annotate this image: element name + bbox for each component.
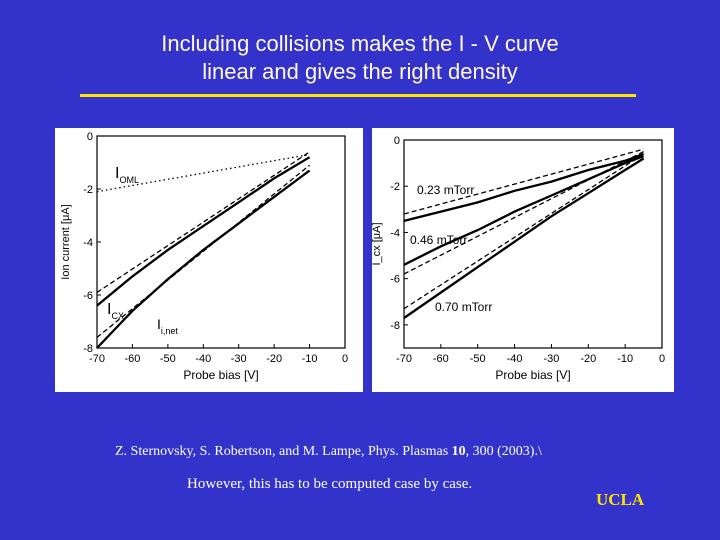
note-text: However, this has to be computed case by… <box>187 476 473 492</box>
x-tick-label: 0 <box>342 353 348 365</box>
x-tick-label: -40 <box>507 353 523 365</box>
y-tick-label: -4 <box>83 237 93 249</box>
x-tick-label: -10 <box>617 353 633 365</box>
x-tick-label: -40 <box>195 353 211 365</box>
slide-title-line-2: linear and gives the right density <box>202 59 518 84</box>
y-tick-label: -2 <box>83 184 93 196</box>
series-line-i-cx-fit <box>96 151 310 293</box>
x-axis-label: Probe bias [V] <box>495 368 570 382</box>
annotation-main: I <box>107 301 111 318</box>
annotation-subscript: i,net <box>161 326 179 336</box>
series-line-i-i-net <box>96 169 311 349</box>
y-tick-label: 0 <box>87 131 93 143</box>
citation-pages: , 300 (2003).\ <box>465 444 542 459</box>
x-tick-label: -70 <box>89 353 105 365</box>
x-axis-label: Probe bias [V] <box>183 368 258 382</box>
slide-title-line-1: Including collisions makes the I - V cur… <box>161 31 559 56</box>
x-tick-label: 0 <box>659 353 665 365</box>
x-tick-label: -10 <box>302 353 318 365</box>
series-line-0-23-mtorr-fit <box>403 148 644 215</box>
x-tick-label: -30 <box>231 353 247 365</box>
y-axis-label: Ion current [μA] <box>60 204 72 279</box>
y-tick-label: -8 <box>390 320 400 332</box>
x-tick-label: -70 <box>396 353 412 365</box>
annotation-main: 0.23 mTorr <box>417 183 474 197</box>
annotation-1: ICX <box>107 301 124 321</box>
annotation-2: 0.70 mTorr <box>435 300 492 314</box>
annotation-2: Ii,net <box>157 316 178 336</box>
series-line-0-23-mtorr <box>403 152 645 223</box>
annotation-0: 0.23 mTorr <box>417 183 474 197</box>
citation-authors: Z. Sternovsky, S. Robertson, and M. Lamp… <box>115 444 452 459</box>
annotation-main: I <box>115 165 119 182</box>
x-tick-label: -20 <box>580 353 596 365</box>
chart-right-svg: -70 -60 -50 -40 -30 -20 -10 0 0 -2 -4 -6 -8 Probe bia… <box>372 135 665 382</box>
x-tick-label: -60 <box>124 353 140 365</box>
series-line-0-46-mtorr <box>403 155 645 266</box>
x-tick-label: -50 <box>470 353 486 365</box>
annotation-1: 0.46 mTorr <box>410 233 467 247</box>
x-tick-label: -60 <box>433 353 449 365</box>
series-line-i-cx <box>96 156 311 307</box>
x-tick-label: -20 <box>266 353 282 365</box>
y-tick-label: -6 <box>390 274 400 286</box>
chart-left-panel: -70 -60 -50 -40 -30 -20 -10 0 0 -2 -4 -6 -8 Probe bia… <box>55 128 363 392</box>
slide-title: Including collisions makes the I - V cur… <box>60 30 660 86</box>
annotation-subscript: CX <box>111 311 124 321</box>
x-tick-label: -30 <box>543 353 559 365</box>
annotation-main: 0.70 mTorr <box>435 300 492 314</box>
annotation-0: IOML <box>115 165 139 185</box>
chart-right-panel: -70 -60 -50 -40 -30 -20 -10 0 0 -2 -4 -6 -8 Probe bia… <box>372 128 674 392</box>
y-tick-label: 0 <box>394 135 400 147</box>
plot-frame <box>96 135 346 349</box>
x-tick-label: -50 <box>160 353 176 365</box>
chart-left-svg: -70 -60 -50 -40 -30 -20 -10 0 0 -2 -4 -6 -8 Probe bia… <box>60 131 348 382</box>
series-line-0-70-mtorr-fit <box>403 153 644 310</box>
annotation-main: 0.46 mTorr <box>410 233 467 247</box>
plot-frame <box>403 139 663 349</box>
y-tick-label: -8 <box>83 343 93 355</box>
series-line-0-70-mtorr <box>403 157 645 319</box>
citation: Z. Sternovsky, S. Robertson, and M. Lamp… <box>115 444 635 460</box>
series-line-i-i-net-fit <box>96 164 311 338</box>
ucla-logo: UCLA <box>596 490 645 509</box>
y-axis-label: I_cx [μA] <box>372 222 383 265</box>
y-tick-label: -4 <box>390 227 400 239</box>
citation-volume: 10 <box>451 444 466 459</box>
series-line-0-46-mtorr-fit <box>403 151 644 275</box>
y-tick-label: -6 <box>83 290 93 302</box>
title-underline <box>80 94 636 97</box>
annotation-subscript: OML <box>119 175 139 185</box>
annotation-main: I <box>157 316 161 332</box>
y-tick-label: -2 <box>390 181 400 193</box>
